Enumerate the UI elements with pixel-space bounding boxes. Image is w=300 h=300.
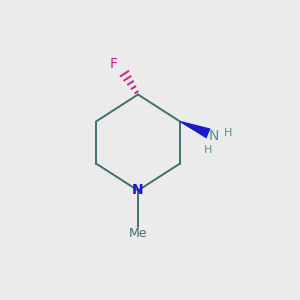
Polygon shape <box>180 121 211 139</box>
Text: N: N <box>208 129 219 142</box>
Text: Me: Me <box>129 227 147 240</box>
Text: H: H <box>224 128 232 139</box>
Text: N: N <box>132 184 144 197</box>
Text: F: F <box>110 58 118 71</box>
Text: H: H <box>204 145 213 155</box>
